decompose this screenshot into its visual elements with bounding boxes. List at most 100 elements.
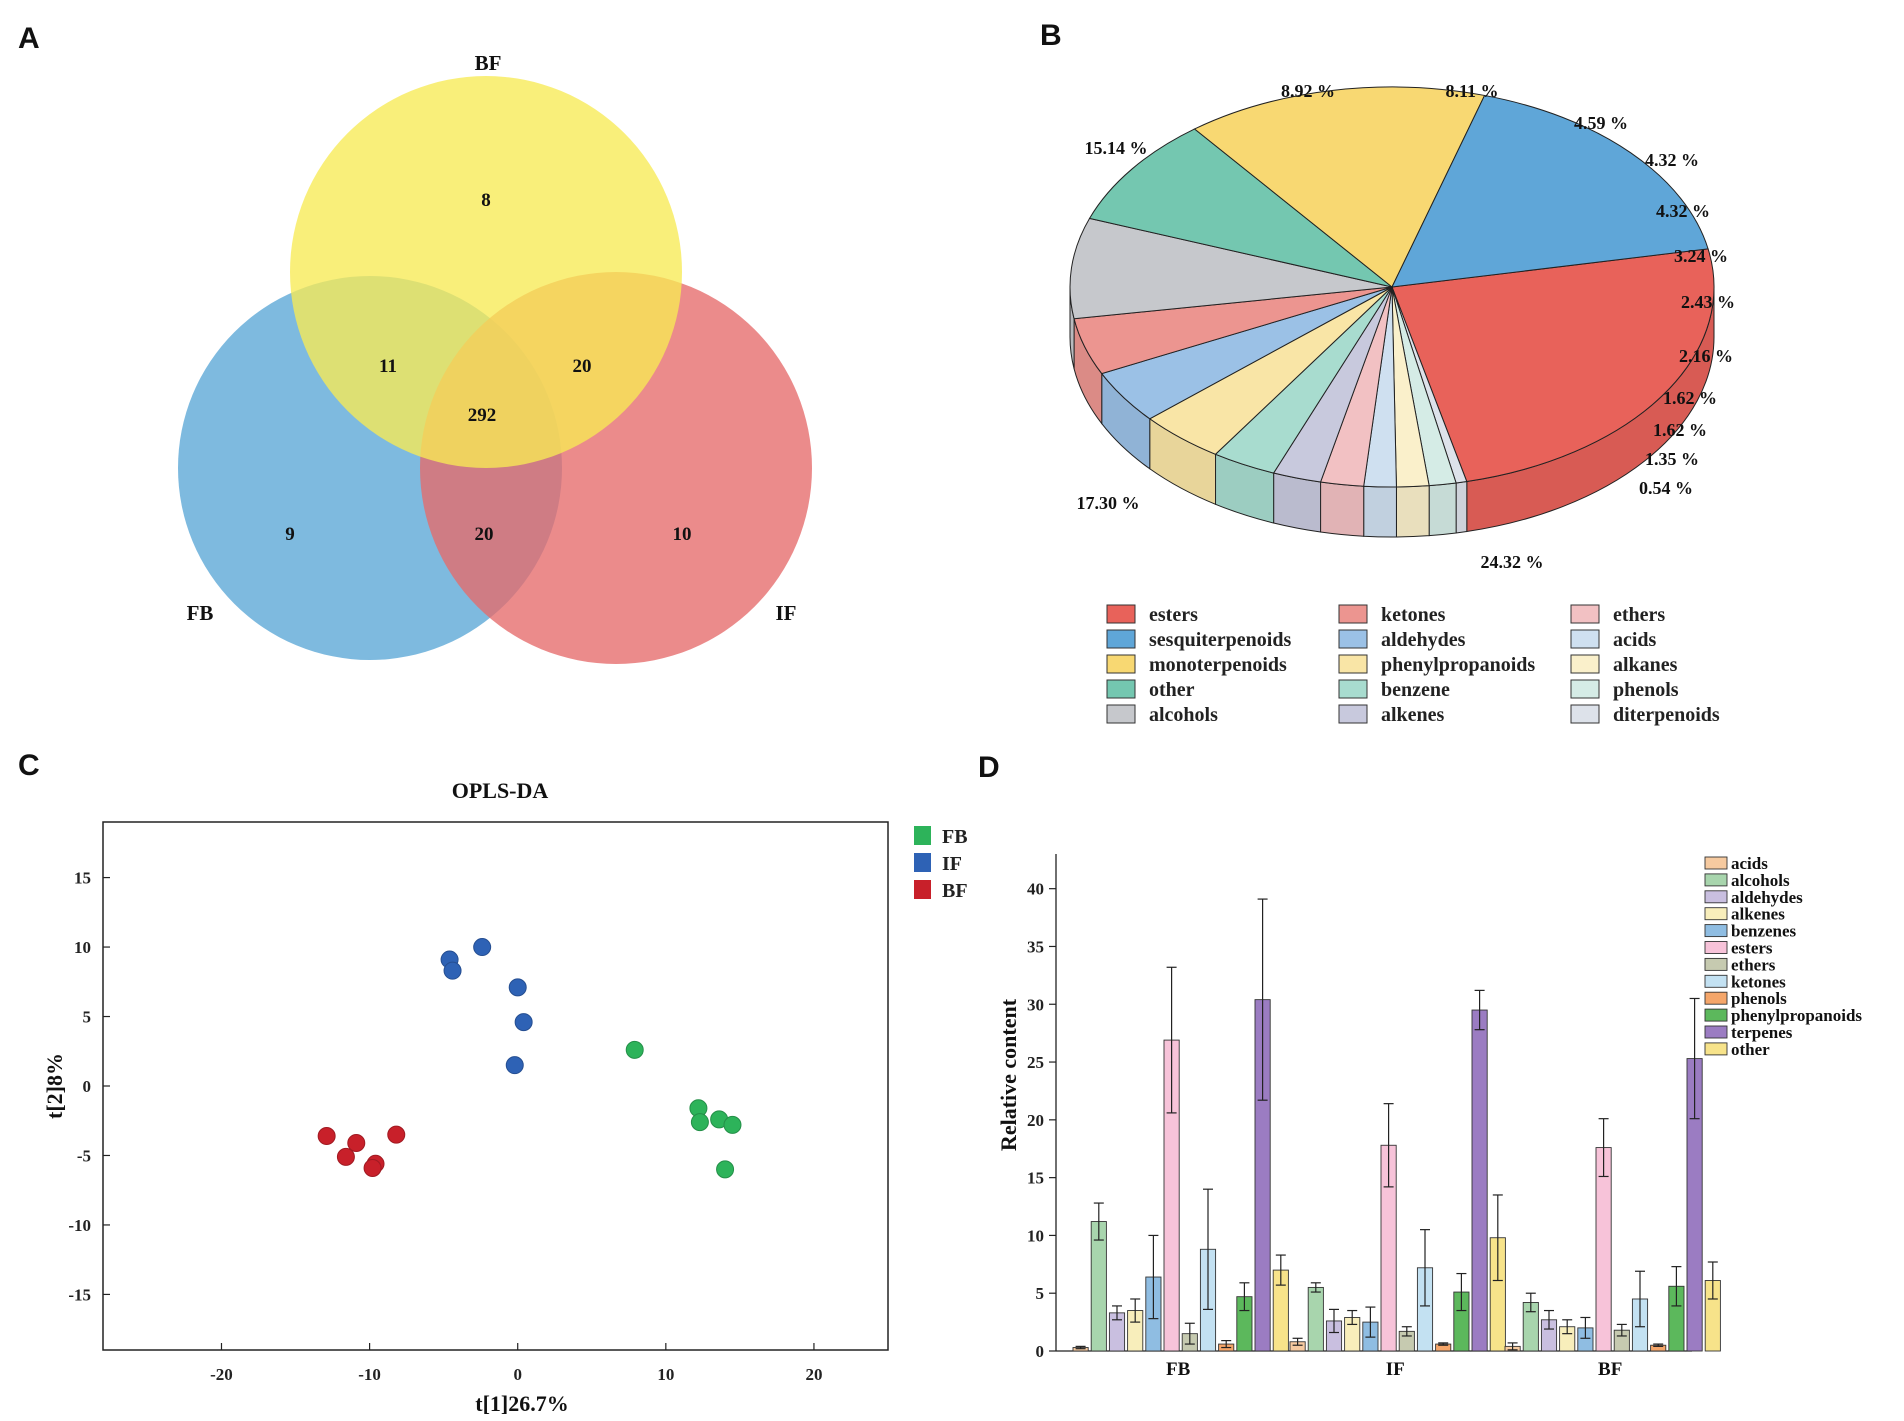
bar-legend-swatch-acids (1704, 856, 1728, 870)
pie-legend-label-other: other (1149, 679, 1195, 701)
pie-legend-swatch-esters (1106, 604, 1136, 624)
scatter-legend-label-BF: BF (942, 880, 968, 902)
pie-slice-sesquiterpenoids-14 (1391, 94, 1709, 288)
scatter-y-tick-label-6: -15 (68, 1285, 91, 1304)
pie-slice-alcohols-11 (1069, 217, 1393, 320)
scatter-y-tick-label-2: 5 (83, 1008, 92, 1027)
pie-side-other-5 (1320, 481, 1365, 537)
pie-legend-swatch-aldehydes (1338, 629, 1368, 649)
pie-legend-swatch-diterpenoids (1570, 704, 1600, 724)
pie-legend-swatch-ethers (1570, 604, 1600, 624)
pie-slice-other-12 (1088, 128, 1393, 288)
pie-label-6: 2.43 % (1681, 292, 1735, 312)
bar-legend-label-alkenes: alkenes (1731, 905, 1785, 924)
venn-set-label-if: IF (776, 601, 797, 625)
scatter-point-IF-3 (508, 978, 527, 997)
pie-side-other-1 (1455, 480, 1468, 534)
bar-y-tick-label-6: 30 (1027, 995, 1044, 1014)
venn-count-fb-if: 20 (475, 524, 494, 545)
pie-legend-label-phenylpropanoids: phenylpropanoids (1381, 654, 1535, 676)
bar-legend-swatch-other (1704, 1042, 1728, 1056)
bar-legend-label-ketones: ketones (1731, 972, 1786, 991)
panel-label-b: B (1040, 19, 1062, 52)
bar-legend-label-terpenes: terpenes (1731, 1023, 1793, 1042)
pie-label-2: 1.35 % (1645, 449, 1699, 469)
pie-label-13: 15.14 % (1085, 138, 1148, 158)
scatter-y-tick-label-1: 10 (74, 938, 91, 957)
bar-legend-swatch-ethers (1704, 957, 1728, 971)
scatter-y-tick-label-0: 15 (74, 869, 91, 888)
panel-label-d: D (978, 751, 1000, 784)
pie-label-10: 4.59 % (1574, 113, 1628, 133)
scatter-point-IF-1 (443, 961, 462, 980)
bar-y-tick-label-7: 35 (1027, 937, 1044, 956)
pie-label-0: 24.32 % (1481, 552, 1544, 572)
venn-set-label-fb: FB (187, 601, 214, 625)
pie-legend-label-diterpenoids: diterpenoids (1613, 704, 1720, 726)
venn-count-fb-only: 9 (285, 524, 295, 545)
venn-set-label-bf: BF (475, 51, 502, 75)
venn-diagram: BF FB IF 8 9 10 11 20 20 292 (178, 51, 812, 664)
scatter-point-BF-0 (317, 1127, 336, 1146)
pie-legend-label-acids: acids (1613, 629, 1657, 651)
bar-y-tick-label-5: 25 (1027, 1053, 1044, 1072)
bar-y-tick-label-8: 40 (1027, 880, 1044, 899)
bar-y-tick-label-2: 10 (1027, 1226, 1044, 1245)
venn-count-all: 292 (468, 405, 497, 426)
pie-label-14: 17.30 % (1077, 493, 1140, 513)
pie-legend-swatch-alkanes (1570, 654, 1600, 674)
pie-chart: 24.32 % 0.54 % 1.35 % 1.62 % 1.62 % 2.16 % 2.4… (1069, 81, 1735, 572)
pie-legend-swatch-monoterpenoids (1106, 654, 1136, 674)
bar-legend-label-acids: acids (1731, 854, 1768, 873)
scatter-x-tick-label-1: -10 (358, 1365, 381, 1384)
pie-legend-label-ethers: ethers (1613, 604, 1665, 626)
bar-legend-swatch-esters (1704, 941, 1728, 954)
bar-BF-esters (1595, 1147, 1612, 1352)
scatter-point-FB-0 (625, 1040, 644, 1059)
pie-legend-label-monoterpenoids: monoterpenoids (1149, 654, 1287, 676)
pie-label-3: 1.62 % (1653, 420, 1707, 440)
venn-count-bf-only: 8 (481, 190, 491, 211)
pie-legend-label-esters: esters (1149, 604, 1198, 626)
bar-y-tick-label-1: 5 (1036, 1284, 1045, 1303)
pie-label-5: 2.16 % (1679, 346, 1733, 366)
pie-side-other-4 (1363, 485, 1397, 538)
venn-count-if-only: 10 (673, 524, 692, 545)
venn-count-bf-if: 20 (573, 356, 592, 377)
pie-legend-swatch-benzene (1338, 679, 1368, 699)
pie-legend-swatch-alkenes (1338, 704, 1368, 724)
scatter-point-BF-1 (347, 1133, 366, 1152)
scatter-x-tick-label-4: 20 (805, 1365, 822, 1384)
pie-legend-swatch-alcohols (1106, 704, 1136, 724)
pie-legend: esters sesquiterpenoids monoterpenoids othe… (1106, 604, 1720, 726)
bar-legend-label-aldehydes: aldehydes (1731, 888, 1803, 907)
scatter-point-FB-4 (723, 1115, 742, 1134)
bar-legend-swatch-alcohols (1704, 873, 1728, 887)
bar-category-label-BF: BF (1598, 1359, 1622, 1380)
venn-count-bf-fb: 11 (379, 356, 397, 377)
bar-legend-label-phenylpropanoids: phenylpropanoids (1731, 1006, 1862, 1025)
scatter-x-tick-label-3: 10 (657, 1365, 674, 1384)
pie-label-11: 8.11 % (1445, 81, 1498, 101)
pie-legend-label-sesquiterpenoids: sesquiterpenoids (1149, 629, 1291, 651)
bar-legend-label-phenols: phenols (1731, 989, 1787, 1008)
bar-y-axis-label: Relative content (996, 998, 1021, 1151)
scatter-x-tick-label-2: 0 (513, 1365, 522, 1384)
scatter-title: OPLS-DA (452, 778, 549, 803)
scatter-x-tick-label-0: -20 (210, 1365, 233, 1384)
scatter-y-tick-label-5: -10 (68, 1216, 91, 1235)
scatter-point-IF-4 (514, 1013, 533, 1032)
bar-IF-alcohols (1307, 1286, 1324, 1352)
scatter-point-BF-5 (387, 1125, 406, 1144)
bar-legend-swatch-benzenes (1704, 924, 1728, 938)
scatter-legend-label-IF: IF (942, 853, 962, 875)
bar-FB-alcohols (1090, 1221, 1107, 1352)
bar-legend-swatch-phenylpropanoids (1704, 1008, 1728, 1022)
pie-legend-label-alkanes: alkanes (1613, 654, 1678, 676)
pie-legend-label-ketones: ketones (1381, 604, 1446, 626)
pie-label-4: 1.62 % (1663, 388, 1717, 408)
pie-legend-label-phenols: phenols (1613, 679, 1679, 701)
scatter-point-BF-2 (336, 1147, 355, 1166)
scatter-x-axis-label: t[1]26.7% (475, 1391, 568, 1416)
scatter-y-tick-label-4: -5 (77, 1146, 91, 1165)
